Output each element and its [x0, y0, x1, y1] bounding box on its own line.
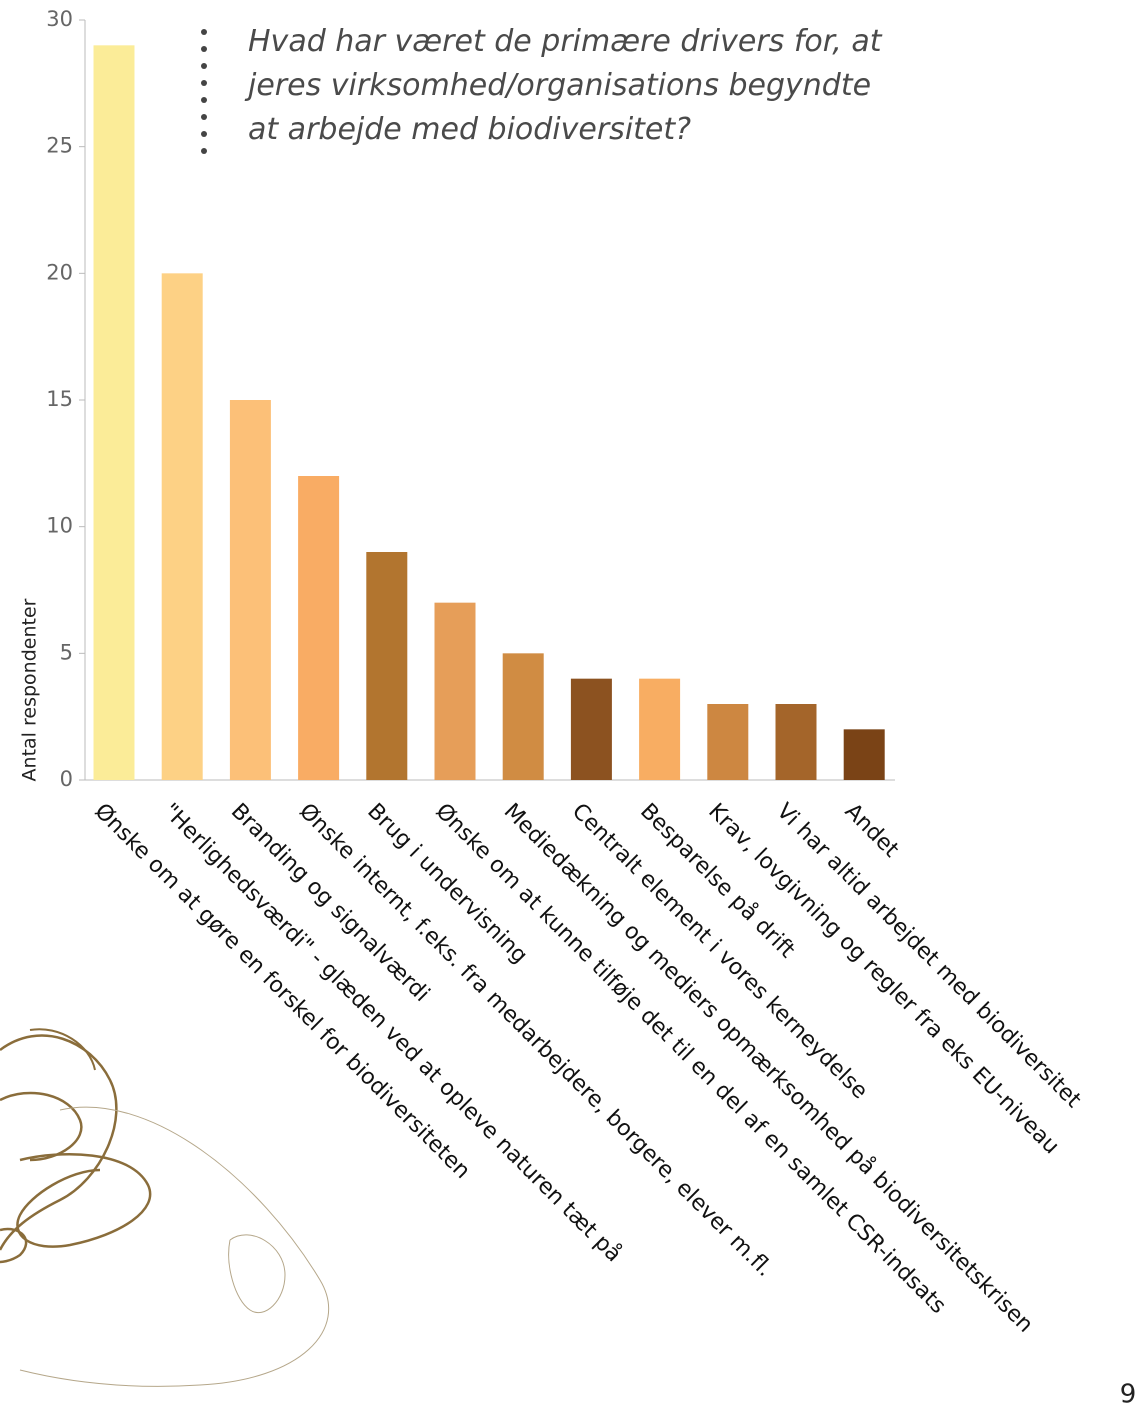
x-tick-label: Andet: [840, 799, 904, 863]
bar: [639, 678, 681, 780]
y-tick-label: 30: [46, 7, 73, 31]
y-tick-label: 5: [60, 640, 73, 664]
decoration: [0, 1028, 152, 1264]
bar: [229, 400, 271, 780]
bar: [161, 273, 203, 780]
bar: [298, 476, 340, 780]
bar: [843, 729, 885, 780]
y-tick-label: 20: [46, 260, 73, 284]
x-tick-label: Ønske om at kunne tilføje det til en del…: [431, 799, 951, 1319]
dotted-separator: [201, 29, 207, 154]
bar: [366, 552, 408, 780]
bar: [93, 45, 135, 781]
y-tick-label: 10: [46, 514, 73, 538]
decoration-faint: [19, 1106, 330, 1387]
bar: [502, 653, 544, 780]
page-number: 9: [1120, 1380, 1137, 1410]
chart-title: Hvad har været de primære drivers for, a…: [248, 24, 882, 147]
y-axis-label: Antal respondenter: [19, 598, 41, 781]
bar: [570, 678, 612, 780]
bar: [775, 704, 817, 780]
bar: [707, 704, 749, 780]
y-tick-label: 25: [46, 134, 73, 158]
y-tick-label: 0: [60, 767, 73, 791]
y-tick-label: 15: [46, 387, 73, 411]
bar: [434, 602, 476, 780]
